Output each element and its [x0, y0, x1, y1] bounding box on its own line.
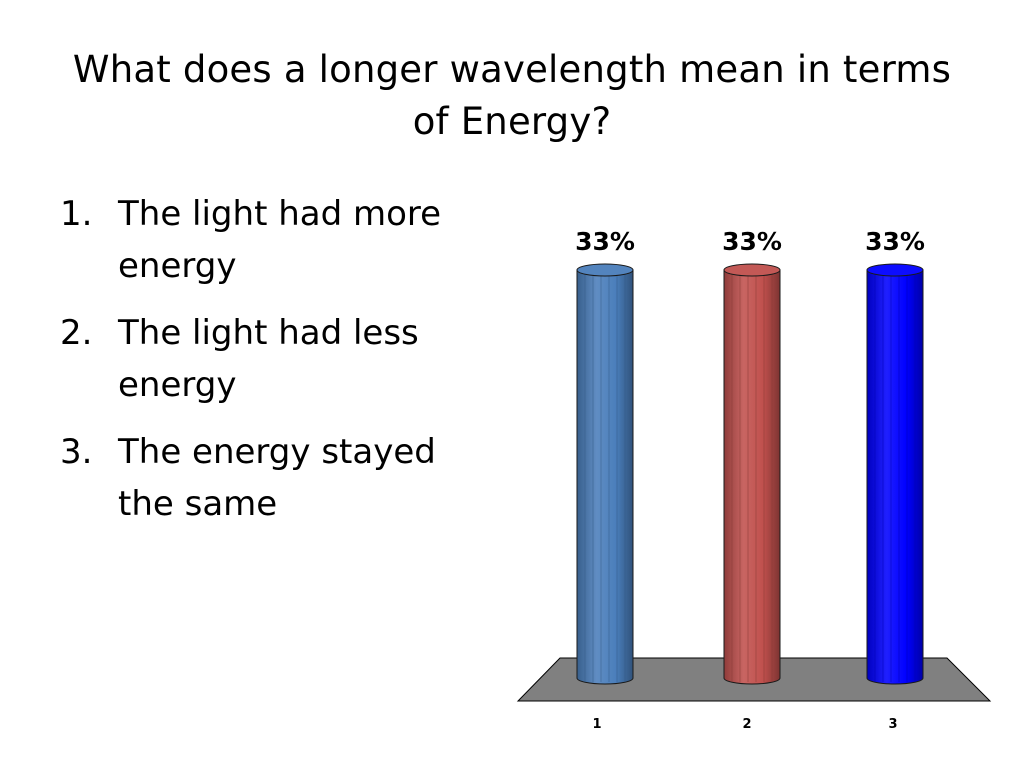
- answer-option-1: 1. The light had more energy: [60, 188, 500, 292]
- slide-title: What does a longer wavelength mean in te…: [72, 48, 952, 143]
- answer-text: The light had more energy: [118, 194, 442, 286]
- category-label: 1: [592, 717, 601, 732]
- bar-3: [866, 263, 924, 685]
- bar-body: [723, 269, 781, 685]
- bar-value-label: 33%: [865, 227, 925, 256]
- bar-body: [866, 269, 924, 685]
- bar-body: [576, 269, 634, 685]
- answer-option-2: 2. The light had less energy: [60, 307, 500, 411]
- answer-text: The energy stayed the same: [118, 432, 436, 524]
- bar-top-cap: [866, 263, 924, 277]
- answer-options: 1. The light had more energy 2. The ligh…: [60, 188, 500, 545]
- bar-value-label: 33%: [575, 227, 635, 256]
- bar-top-cap: [576, 263, 634, 277]
- answer-number: 1.: [60, 194, 93, 234]
- answer-text: The light had less energy: [118, 313, 419, 405]
- answer-option-3: 3. The energy stayed the same: [60, 426, 500, 530]
- category-label: 2: [742, 717, 751, 732]
- bar-2: [723, 263, 781, 685]
- bar-value-label: 33%: [722, 227, 782, 256]
- category-label: 3: [888, 717, 897, 732]
- answer-number: 2.: [60, 313, 93, 353]
- bar-top-cap: [723, 263, 781, 277]
- poll-bar-chart: 33% 1 33% 2 33% 3: [516, 227, 992, 732]
- bar-1: [576, 263, 634, 685]
- answer-number: 3.: [60, 432, 93, 472]
